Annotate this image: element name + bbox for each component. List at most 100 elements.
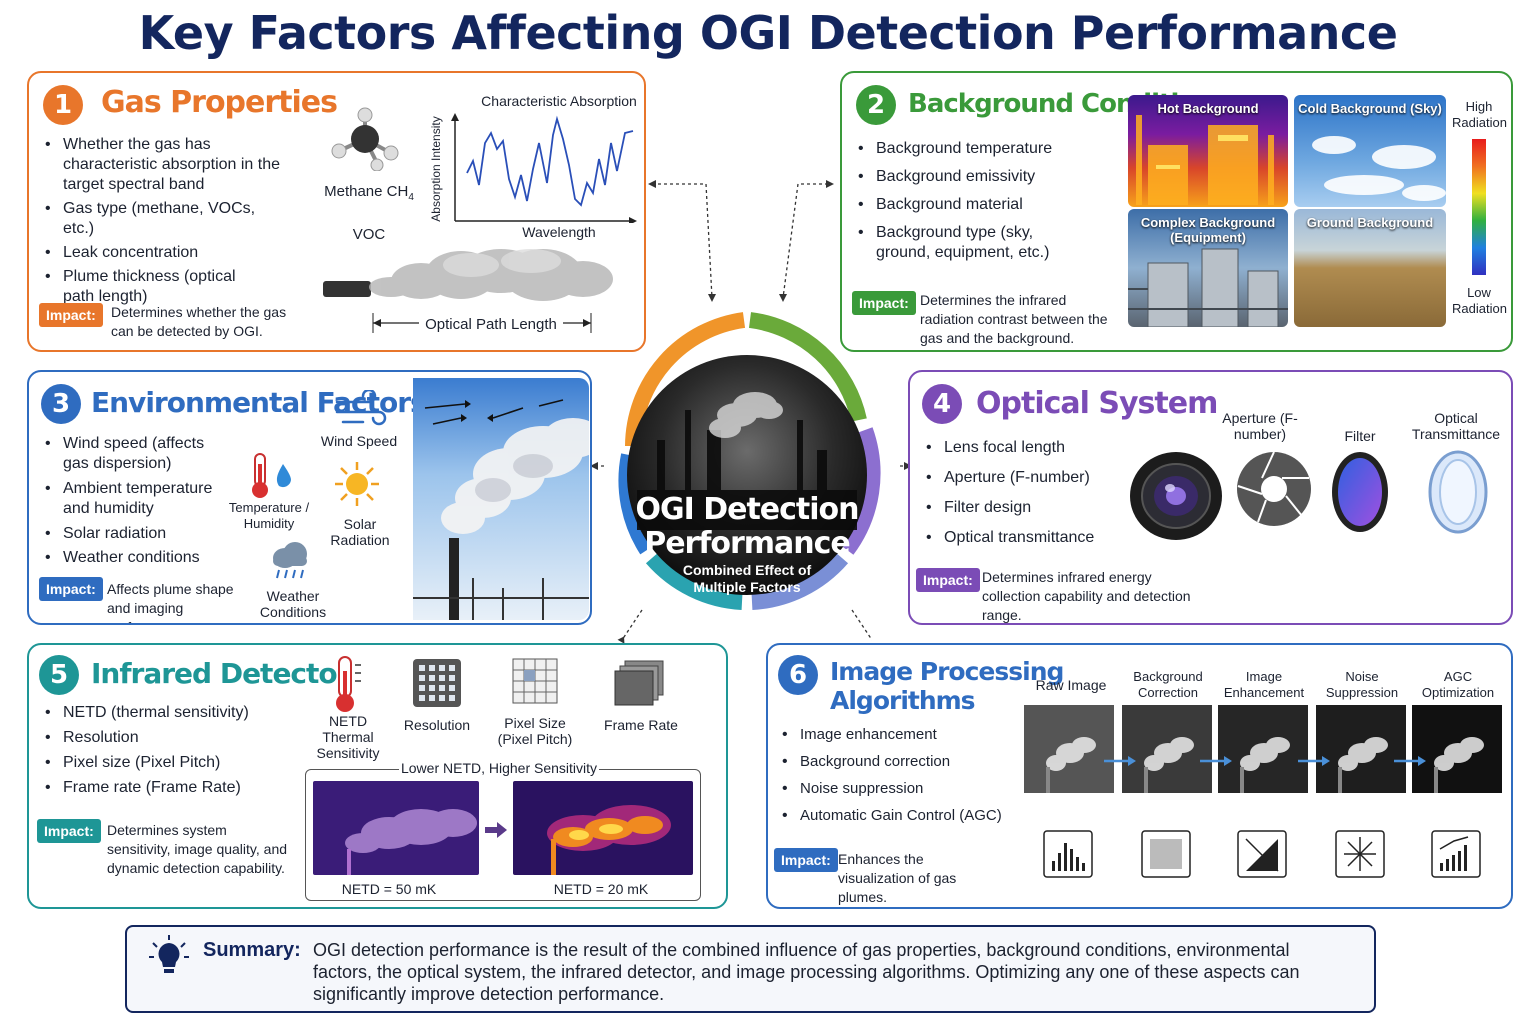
netd-50-plume: [345, 809, 477, 875]
netd-icon-label: NETD Thermal Sensitivity: [316, 713, 380, 761]
sun-icon: [335, 462, 379, 506]
frame-stack-icon: [614, 660, 664, 706]
netd-50-image: [313, 781, 479, 875]
panel6-impact-label: Impact:: [774, 848, 838, 872]
optical-path-label: Optical Path Length: [425, 316, 557, 333]
panel2-bullet: Background material: [854, 195, 1084, 215]
scale-high-label: High Radiation: [1452, 99, 1507, 130]
panel5-bullet: Pixel size (Pixel Pitch): [41, 753, 301, 773]
page-title: Key Factors Affecting OGI Detection Perf…: [138, 6, 1398, 60]
panel4-bullet: Lens focal length: [922, 438, 1122, 458]
panel3-impact-text: Affects plume shape and imaging performa…: [107, 581, 234, 623]
detector-grid-icon: [413, 659, 461, 707]
panel5-bullet: Resolution: [41, 728, 301, 748]
summary-label: Summary:: [203, 939, 301, 961]
panel3-bullet: Wind speed (affects gas dispersion): [41, 434, 231, 474]
panel2-impact-text: Determines the infrared radiation contra…: [920, 292, 1108, 346]
panel2-impact-label: Impact:: [852, 291, 916, 315]
panel6-heading: Image Processing Algorithms: [830, 657, 1064, 715]
panel4-bullet: Filter design: [922, 498, 1122, 518]
netd-compare-arrow: [485, 822, 507, 838]
netd-compare-title: Lower NETD, Higher Sensitivity: [399, 760, 599, 776]
panel2-number-badge: 2: [856, 85, 896, 125]
aperture-label: Aperture (F-number): [1222, 410, 1298, 442]
scale-low-label: Low Radiation: [1452, 285, 1507, 316]
complex-background-image: Complex Background (Equipment): [1128, 209, 1288, 327]
panel1-bullet: Gas type (methane, VOCs, etc.): [41, 199, 281, 239]
radiation-scale-bar: [1472, 139, 1486, 275]
plume-sky-image: [413, 378, 589, 620]
resolution-label: Resolution: [403, 717, 471, 733]
panel6-bullet: Image enhancement: [778, 725, 1008, 745]
panel5-number-badge: 5: [39, 655, 79, 695]
lens-icon: [1130, 452, 1222, 540]
panel6-impact-text: Enhances the visualization of gas plumes…: [838, 851, 957, 905]
panel1-bullet: Plume thickness (optical path length): [41, 267, 241, 307]
cloud-rain-icon: [273, 542, 307, 579]
window-icon: [1428, 450, 1488, 534]
panel-environmental-factors: 3 Environmental Factors Wind speed (affe…: [27, 370, 592, 625]
ground-background-image: Ground Background: [1294, 209, 1446, 327]
step-label-raw: Raw Image: [1035, 677, 1107, 693]
panel3-bullet: Weather conditions: [41, 548, 231, 568]
absorption-chart-ylabel: Absorption Intensity: [429, 116, 443, 222]
cold-background-image: Cold Background (Sky): [1294, 95, 1446, 207]
methane-label: Methane CH4: [319, 184, 419, 206]
hub-sub-line2: Multiple Factors: [693, 579, 801, 595]
hub-title-line2: Performance: [644, 526, 851, 561]
panel-background-conditions: 2 Background Conditions Background tempe…: [840, 71, 1513, 352]
cold-background-clouds: [1312, 136, 1446, 201]
panel2-bullet: Background emissivity: [854, 167, 1084, 187]
hot-background-image: Hot Background: [1128, 95, 1288, 207]
panel5-bullet: Frame rate (Frame Rate): [41, 778, 301, 798]
panel2-bullet: Background type (sky, ground, equipment,…: [854, 223, 1054, 263]
pipe-icon: [323, 249, 613, 333]
panel-optical-system: 4 Optical System Lens focal length Apert…: [908, 370, 1513, 625]
panel-image-processing: 6 Image Processing Algorithms Image enha…: [766, 643, 1513, 909]
panel1-impact-text: Determines whether the gas can be detect…: [111, 304, 287, 339]
panel5-bullet: NETD (thermal sensitivity): [41, 703, 301, 723]
panel5-heading: Infrared Detector: [91, 657, 350, 690]
hot-background-caption: Hot Background: [1157, 101, 1259, 116]
panel4-bullet: Aperture (F-number): [922, 468, 1122, 488]
summary-text: OGI detection performance is the result …: [313, 940, 1300, 1004]
panel6-bullet: Noise suppression: [778, 779, 1008, 799]
panel6-heading-line2: Algorithms: [830, 686, 976, 715]
center-hub: OGI Detection Performance Combined Effec…: [597, 300, 897, 640]
weather-label: Weather Conditions: [259, 588, 327, 620]
panel3-number-badge: 3: [41, 384, 81, 424]
panel6-bullet: Background correction: [778, 752, 1008, 772]
molecule-icon: [331, 107, 399, 171]
panel-gas-properties: 1 Gas Properties Whether the gas has cha…: [27, 71, 646, 352]
hub-sub-line1: Combined Effect of: [682, 562, 812, 578]
panel1-impact-label: Impact:: [39, 303, 103, 327]
panel4-heading: Optical System: [976, 386, 1218, 421]
solar-label: Solar Radiation: [330, 516, 390, 548]
absorption-chart-xlabel: Wavelength: [522, 224, 596, 240]
methane-text: Methane CH: [324, 183, 409, 200]
panel6-bullet: Automatic Gain Control (AGC): [778, 806, 1008, 826]
wind-icon: [335, 390, 387, 426]
step-label-enhancement: Image Enhancement: [1223, 669, 1305, 700]
netd-50-label: NETD = 50 mK: [341, 881, 437, 897]
panel3-bullet: Solar radiation: [41, 524, 231, 544]
lightbulb-icon: [149, 935, 189, 973]
panel3-bullet: Ambient temperature and humidity: [41, 479, 231, 519]
summary-box: Summary: OGI detection performance is th…: [125, 925, 1376, 1013]
panel4-impact-label: Impact:: [916, 568, 980, 592]
panel2-bullet: Background temperature: [854, 139, 1084, 159]
cold-background-caption: Cold Background (Sky): [1298, 101, 1442, 116]
step-label-agc: AGC Optimization: [1421, 669, 1495, 700]
filter-label: Filter: [1344, 428, 1376, 444]
hot-background-plant: [1136, 115, 1274, 205]
transmittance-label: Optical Transmittance: [1411, 410, 1501, 442]
hub-ring: [618, 312, 881, 610]
step-label-noise: Noise Suppression: [1325, 669, 1399, 700]
panel4-impact-text: Determines infrared energy collection ca…: [982, 569, 1191, 623]
filter-icon: [1332, 452, 1388, 532]
pixel-pitch-icon: [512, 658, 558, 704]
step-label-background: Background Correction: [1133, 669, 1203, 700]
thermometer-detector-icon: [336, 656, 361, 712]
absorption-chart: [451, 113, 637, 223]
